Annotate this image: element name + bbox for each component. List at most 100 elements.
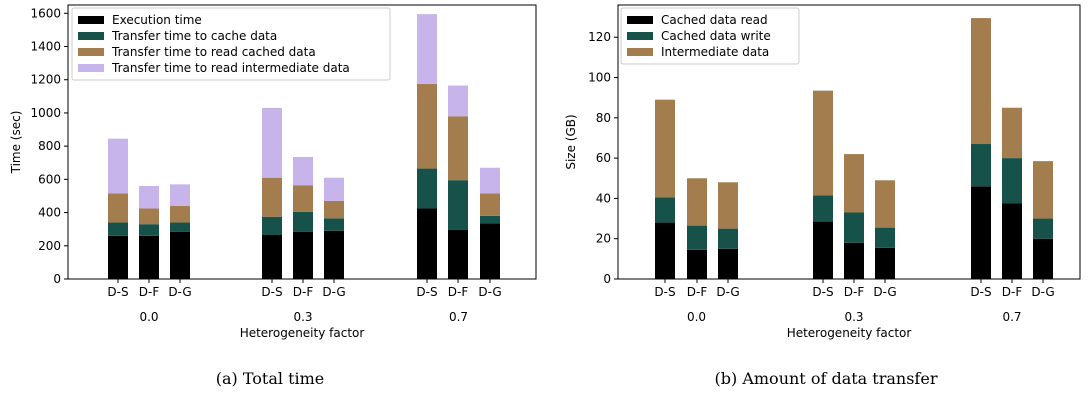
legend-label: Execution time: [112, 13, 202, 27]
bar-segment: [1002, 158, 1022, 204]
bar-segment: [875, 180, 895, 228]
bar-segment: [108, 193, 128, 223]
figure-caption: (a) Total time: [216, 369, 325, 388]
bar-segment: [1002, 203, 1022, 279]
y-tick-label: 60: [596, 151, 611, 165]
bar-segment: [262, 234, 282, 279]
bar-segment: [293, 211, 313, 232]
x-tick-label: D-G: [716, 285, 739, 299]
bar-segment: [139, 186, 159, 209]
bar-segment: [813, 90, 833, 196]
bar-segment: [480, 193, 500, 216]
x-tick-label: D-G: [322, 285, 345, 299]
legend-frame: [71, 7, 391, 81]
group-label: 0.3: [293, 310, 312, 324]
x-tick-label: D-G: [168, 285, 191, 299]
bar-segment: [324, 200, 344, 219]
bar-segment: [1033, 218, 1053, 239]
bar-segment: [262, 216, 282, 235]
bar-segment: [844, 212, 864, 243]
y-tick-label: 120: [588, 30, 611, 44]
bar-segment: [417, 208, 437, 279]
y-tick-label: 0: [603, 272, 611, 286]
bar-segment: [1033, 161, 1053, 219]
legend-swatch: [78, 48, 104, 56]
legend-swatch: [78, 32, 104, 40]
bar-segment: [324, 177, 344, 201]
bar-segment: [139, 208, 159, 225]
bar-segment: [971, 18, 991, 145]
bar-segment: [417, 14, 437, 84]
bar-segment: [293, 231, 313, 279]
legend-swatch: [78, 16, 104, 24]
y-tick-label: 100: [588, 71, 611, 85]
group-label: 0.7: [1002, 310, 1021, 324]
y-tick-label: 20: [596, 232, 611, 246]
bar-segment: [480, 167, 500, 194]
bar-segment: [1033, 238, 1053, 279]
bar-segment: [480, 223, 500, 279]
bar-segment: [170, 222, 190, 232]
legend: Cached data read Cached data write Interme…: [620, 7, 800, 65]
bar-segment: [417, 83, 437, 169]
bar-segment: [170, 184, 190, 206]
group-label: 0.0: [687, 310, 706, 324]
bar-segment: [262, 107, 282, 178]
bar-segment: [655, 222, 675, 279]
bar-segment: [170, 231, 190, 279]
bar-segment: [480, 215, 500, 224]
y-tick-label: 40: [596, 191, 611, 205]
x-tick-label: D-F: [293, 285, 314, 299]
bar-segment: [448, 85, 468, 117]
bar-segment: [448, 230, 468, 279]
legend-swatch: [627, 32, 653, 40]
bar-segment: [875, 227, 895, 248]
y-tick-label: 1600: [30, 6, 61, 20]
bar-segment: [448, 116, 468, 181]
bar-segment: [139, 224, 159, 236]
legend-swatch: [78, 64, 104, 72]
bar-segment: [293, 156, 313, 186]
chart-data-transfer: 0 20 40 60 80 100 120 Size (GB) D-S D-F D-G 0.0 D-S D…: [564, 4, 1081, 388]
bar-segment: [293, 185, 313, 212]
bar-segment: [813, 195, 833, 222]
bar-segment: [1002, 107, 1022, 159]
x-tick-label: D-S: [107, 285, 128, 299]
bar-segment: [844, 154, 864, 213]
y-tick-label: 1400: [30, 40, 61, 54]
bar-segment: [417, 168, 437, 209]
y-tick-label: 400: [38, 206, 61, 220]
y-tick-label: 800: [38, 139, 61, 153]
legend-label: Intermediate data: [661, 45, 769, 59]
bar-segment: [844, 242, 864, 279]
x-tick-label: D-S: [654, 285, 675, 299]
y-axis-label: Size (GB): [564, 114, 578, 169]
figure-caption: (b) Amount of data transfer: [715, 369, 938, 388]
bar-segment: [687, 178, 707, 226]
bar-segment: [324, 230, 344, 279]
bar-segment: [813, 221, 833, 279]
bar-segment: [718, 228, 738, 249]
bar-segment: [324, 218, 344, 231]
group-label: 0.7: [449, 310, 468, 324]
y-tick-label: 200: [38, 239, 61, 253]
bar-segment: [718, 182, 738, 229]
y-tick-label: 0: [53, 272, 61, 286]
bar-segment: [971, 144, 991, 187]
bar-segment: [108, 222, 128, 236]
bar-segment: [139, 235, 159, 279]
y-tick-label: 600: [38, 172, 61, 186]
x-tick-label: D-F: [1002, 285, 1023, 299]
legend-swatch: [627, 16, 653, 24]
bar-segment: [971, 186, 991, 279]
legend-label: Transfer time to cache data: [111, 29, 277, 43]
bar-segment: [108, 235, 128, 279]
legend-frame: [620, 7, 800, 65]
x-axis-label: Heterogeneity factor: [787, 326, 912, 340]
x-tick-label: D-G: [873, 285, 896, 299]
legend-label: Transfer time to read cached data: [111, 45, 316, 59]
bar-segment: [262, 177, 282, 217]
x-axis-label: Heterogeneity factor: [240, 326, 365, 340]
x-tick-label: D-G: [478, 285, 501, 299]
